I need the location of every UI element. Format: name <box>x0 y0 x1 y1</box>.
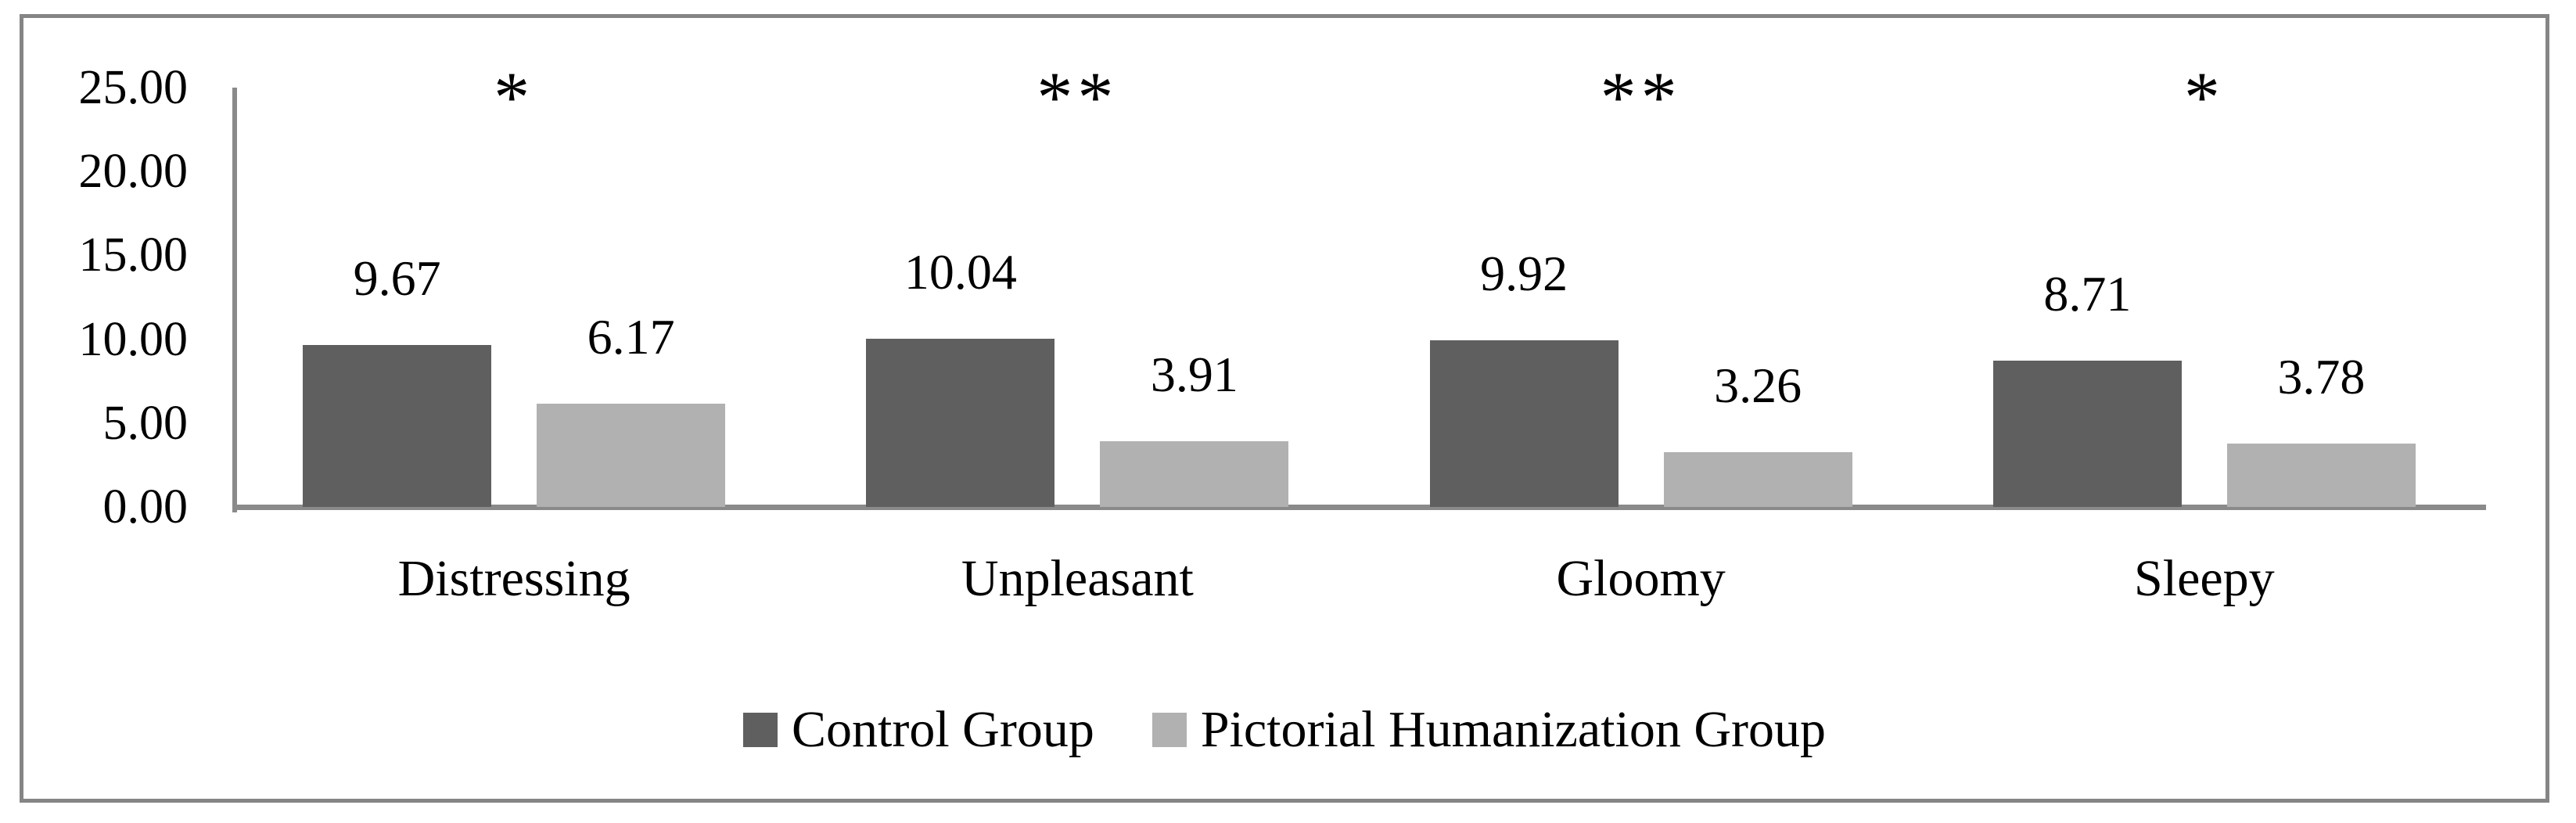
data-label-pictorial-humanization-group-gloomy: 3.26 <box>1714 358 1802 414</box>
bar-control-group-unpleasant <box>866 338 1055 507</box>
category-label-distressing: Distressing <box>397 550 631 607</box>
data-label-pictorial-humanization-group-distressing: 6.17 <box>587 308 675 365</box>
bar-control-group-sleepy <box>1992 361 2182 507</box>
data-label-control-group-gloomy: 9.92 <box>1480 246 1568 302</box>
bar-control-group-gloomy <box>1429 340 1619 507</box>
bar-pictorial-humanization-group-sleepy <box>2226 443 2416 507</box>
legend-swatch-control-group <box>743 713 778 747</box>
y-tick-label-0-00: 0.00 <box>102 480 189 534</box>
y-axis-line <box>232 88 237 512</box>
category-label-sleepy: Sleepy <box>2134 550 2275 607</box>
category-label-unpleasant: Unpleasant <box>961 550 1194 607</box>
bar-pictorial-humanization-group-gloomy <box>1663 452 1852 507</box>
significance-marker-sleepy: * <box>2183 57 2225 137</box>
significance-marker-gloomy: ** <box>1600 57 1682 137</box>
y-tick-label-25-00: 25.00 <box>78 61 189 114</box>
y-tick-label-10-00: 10.00 <box>78 312 189 366</box>
legend: Control Group Pictorial Humanization Grou… <box>23 700 2545 760</box>
legend-label-control-group: Control Group <box>792 701 1094 758</box>
bar-control-group-distressing <box>303 344 492 507</box>
legend-swatch-pictorial-humanization-group <box>1151 713 1187 747</box>
data-label-pictorial-humanization-group-sleepy: 3.78 <box>2277 348 2366 404</box>
bar-pictorial-humanization-group-unpleasant <box>1100 441 1289 507</box>
chart-frame: 0.00 5.00 10.00 15.00 20.00 25.00 9.67 6.17 10.… <box>20 14 2549 803</box>
y-tick-label-5-00: 5.00 <box>102 396 189 450</box>
y-tick-label-20-00: 20.00 <box>78 145 189 199</box>
legend-label-pictorial-humanization-group: Pictorial Humanization Group <box>1200 701 1826 758</box>
y-tick-label-15-00: 15.00 <box>78 228 189 282</box>
category-label-gloomy: Gloomy <box>1556 550 1726 607</box>
data-label-pictorial-humanization-group-unpleasant: 3.91 <box>1150 347 1238 403</box>
data-label-control-group-unpleasant: 10.04 <box>904 243 1017 300</box>
significance-marker-unpleasant: ** <box>1037 57 1119 137</box>
data-label-control-group-distressing: 9.67 <box>353 250 441 306</box>
bar-pictorial-humanization-group-distressing <box>537 403 726 507</box>
data-label-control-group-sleepy: 8.71 <box>2043 266 2132 322</box>
legend-item-control-group: Control Group <box>743 700 1094 760</box>
significance-marker-distressing: * <box>494 57 535 137</box>
x-axis-line <box>232 505 2486 510</box>
legend-item-pictorial-humanization-group: Pictorial Humanization Group <box>1151 700 1826 760</box>
